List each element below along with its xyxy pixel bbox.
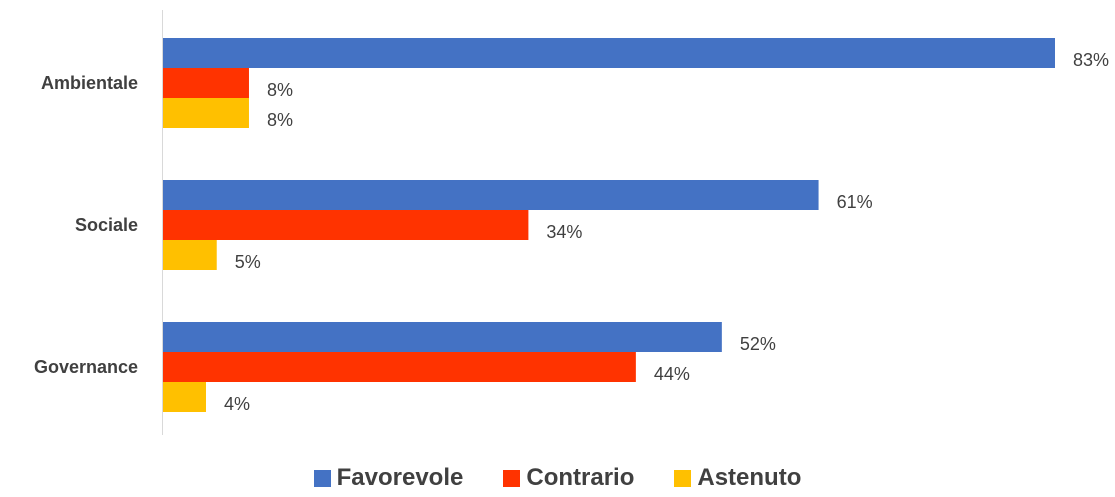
legend-swatch [503, 469, 521, 487]
bar-contrario [163, 210, 529, 240]
bar-contrario [163, 68, 249, 98]
bar-favorevole [163, 38, 1055, 68]
chart-plot: Ambientale 83% 8% 8% Sociale 61% 34% 5% Governan… [34, 10, 1109, 435]
legend-label: Contrario [526, 464, 635, 491]
data-label: 61% [837, 192, 873, 212]
data-label: 34% [546, 222, 582, 242]
bar-astenuto [163, 98, 249, 128]
category-label: Governance [34, 357, 138, 377]
legend-item-favorevole: Favorevole [313, 464, 464, 492]
legend-item-astenuto: Astenuto [674, 464, 801, 492]
data-label: 8% [267, 80, 293, 100]
category-label: Ambientale [41, 73, 138, 93]
bar-contrario [163, 352, 636, 382]
bar-astenuto [163, 382, 206, 412]
legend-swatch [674, 469, 692, 487]
legend-label: Favorevole [336, 464, 464, 491]
data-label: 8% [267, 110, 293, 130]
bar-favorevole [163, 322, 722, 352]
category-label: Sociale [75, 215, 138, 235]
legend-item-contrario: Contrario [503, 464, 634, 492]
data-label: 5% [235, 252, 261, 272]
data-label: 52% [740, 334, 776, 354]
data-label: 83% [1073, 50, 1109, 70]
legend-label: Astenuto [697, 464, 802, 491]
legend-swatch [313, 469, 331, 487]
legend: Favorevole Contrario Astenuto [0, 464, 1115, 492]
data-label: 44% [654, 364, 690, 384]
data-label: 4% [224, 394, 250, 414]
bar-favorevole [163, 180, 819, 210]
bar-astenuto [163, 240, 217, 270]
